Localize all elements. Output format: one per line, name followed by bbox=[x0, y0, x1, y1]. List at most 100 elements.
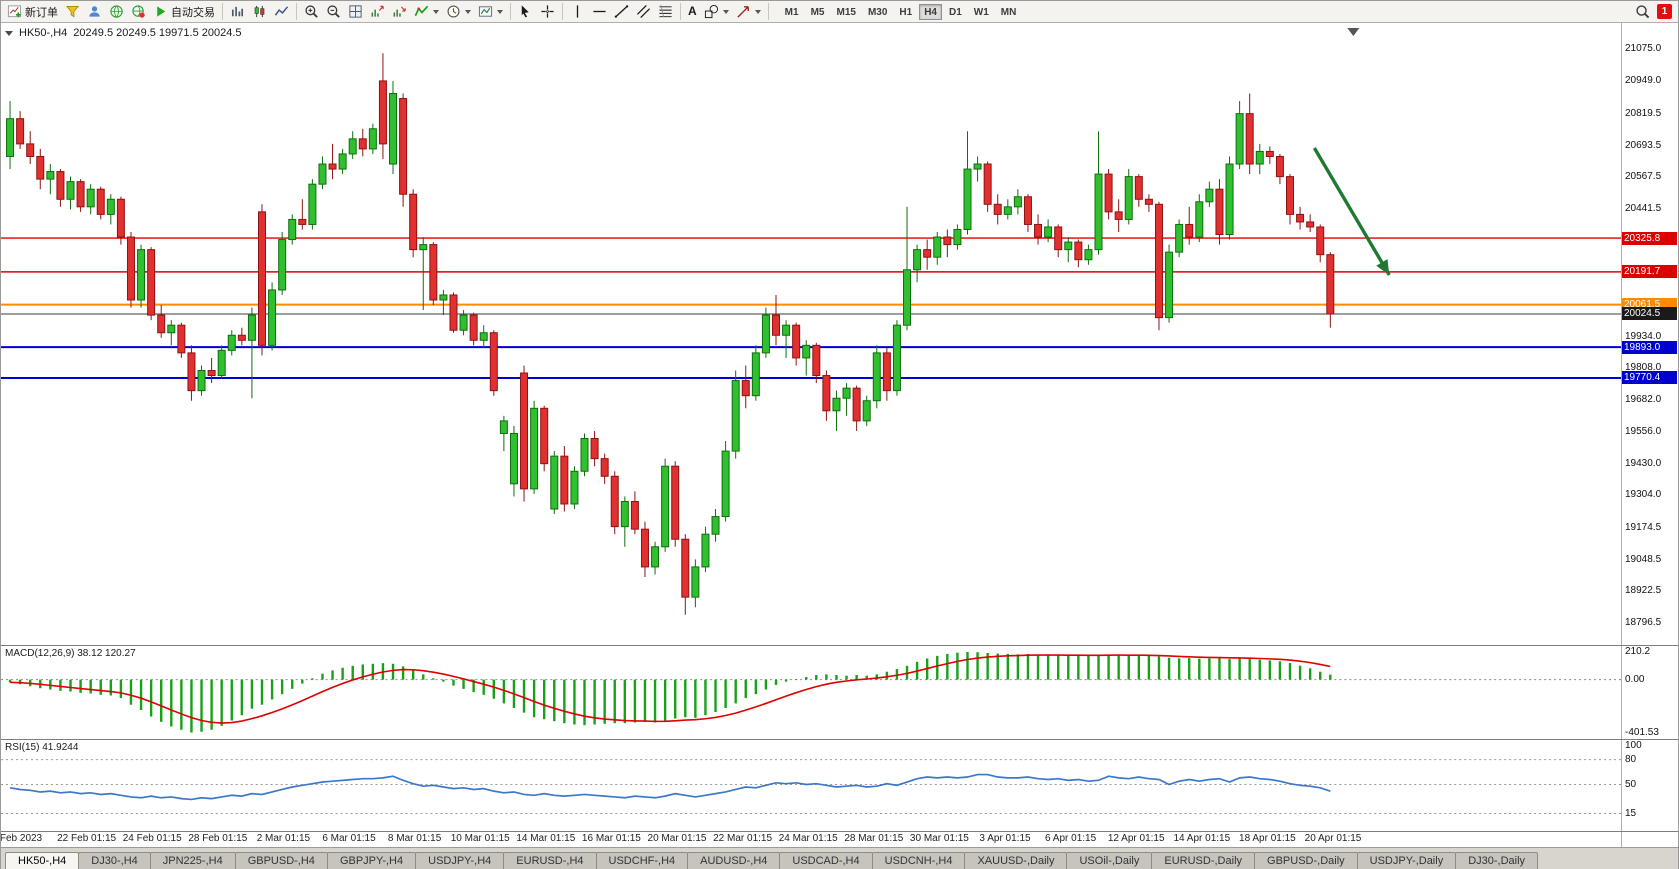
chart-tab-hk50h4[interactable]: HK50-,H4 bbox=[5, 852, 80, 869]
chart-tab-gbpusddaily[interactable]: GBPUSD-,Daily bbox=[1254, 852, 1358, 869]
rsi-axis-label: 80 bbox=[1625, 753, 1637, 765]
chart-tab-eurusddaily[interactable]: EURUSD-,Daily bbox=[1151, 852, 1256, 869]
shapes-tool-button[interactable] bbox=[701, 3, 732, 20]
funnel-button[interactable] bbox=[62, 3, 83, 20]
funnel-icon bbox=[66, 5, 79, 18]
axis-corner bbox=[1621, 832, 1678, 847]
rsi-axis-label: 50 bbox=[1625, 778, 1637, 790]
chart-tab-usdcadh4[interactable]: USDCAD-,H4 bbox=[779, 852, 873, 869]
dropdown-caret-icon[interactable] bbox=[754, 9, 761, 14]
fibonacci-tool-button[interactable] bbox=[655, 3, 676, 20]
templates-button[interactable] bbox=[475, 3, 506, 20]
timeframe-button-mn[interactable]: MN bbox=[1000, 6, 1017, 18]
crosshair-tool-button[interactable] bbox=[537, 3, 558, 20]
timeframe-button-h1[interactable]: H1 bbox=[899, 6, 913, 18]
zoom-out-button[interactable] bbox=[323, 3, 344, 20]
tile-windows-button[interactable] bbox=[345, 3, 366, 20]
chart-tab-eurusdh4[interactable]: EURUSD-,H4 bbox=[503, 852, 597, 869]
price-axis-label: 19556.0 bbox=[1625, 425, 1662, 437]
timeframe-button-m1[interactable]: M1 bbox=[784, 6, 799, 18]
price-axis[interactable]: 21075.0 20949.0 20819.5 20693.5 20567.5 20441… bbox=[1621, 23, 1678, 645]
price-axis-label: 19174.5 bbox=[1625, 522, 1662, 534]
profit-chart-up-button[interactable] bbox=[367, 3, 388, 20]
time-axis-label: 12 Apr 01:15 bbox=[1107, 833, 1165, 844]
time-labels: Feb 2023 22 Feb 01:15 24 Feb 01:15 28 Feb 0… bbox=[1, 832, 1621, 847]
trendline-tool-button[interactable] bbox=[611, 3, 632, 20]
bar-chart-mode-button[interactable] bbox=[227, 3, 248, 20]
chart-tab-gbpjpyh4[interactable]: GBPJPY-,H4 bbox=[326, 852, 417, 869]
indicators-icon bbox=[414, 5, 429, 17]
chart-tab-usdjpydaily[interactable]: USDJPY-,Daily bbox=[1356, 852, 1457, 869]
candle-chart-mode-button[interactable] bbox=[249, 3, 270, 20]
notification-badge[interactable]: 1 bbox=[1657, 4, 1672, 19]
rsi-axis[interactable]: 100 80 50 15 bbox=[1621, 740, 1678, 831]
macd-axis-label: 210.2 bbox=[1625, 646, 1651, 657]
indicators-button[interactable] bbox=[411, 3, 442, 20]
horizontal-line-icon bbox=[593, 10, 606, 13]
auto-trading-button[interactable]: 自动交易 bbox=[150, 3, 218, 21]
dropdown-caret-icon[interactable] bbox=[465, 9, 471, 14]
price-axis-label: 19808.0 bbox=[1625, 362, 1662, 374]
dropdown-caret-icon[interactable] bbox=[433, 9, 439, 14]
profit-chart-down-button[interactable] bbox=[389, 3, 410, 20]
timeframe-button-w1[interactable]: W1 bbox=[973, 6, 989, 18]
time-axis[interactable]: Feb 2023 22 Feb 01:15 24 Feb 01:15 28 Feb 0… bbox=[1, 832, 1678, 848]
periods-button[interactable] bbox=[443, 3, 474, 20]
chart-tab-usoildaily[interactable]: USOil-,Daily bbox=[1066, 852, 1153, 869]
dropdown-caret-icon[interactable] bbox=[497, 9, 503, 14]
market-button[interactable] bbox=[128, 3, 149, 20]
text-tool-button[interactable]: A bbox=[685, 3, 700, 20]
rsi-label: RSI(15) 41.9244 bbox=[5, 742, 79, 753]
chart-arrow-down-icon bbox=[393, 6, 406, 17]
time-axis-label: 6 Mar 01:15 bbox=[322, 833, 376, 844]
arrow-tool-icon bbox=[737, 6, 749, 18]
rsi-plot[interactable]: RSI(15) 41.9244 bbox=[1, 740, 1621, 831]
zoom-in-button[interactable] bbox=[301, 3, 322, 20]
time-axis-label: 20 Mar 01:15 bbox=[647, 833, 707, 844]
channel-tool-button[interactable] bbox=[633, 3, 654, 20]
rsi-axis-label: 15 bbox=[1625, 807, 1637, 819]
search-button[interactable] bbox=[1632, 3, 1653, 20]
time-axis-label: 16 Mar 01:15 bbox=[581, 833, 641, 844]
chart-tab-dj30daily[interactable]: DJ30-,Daily bbox=[1455, 852, 1539, 869]
price-axis-label: 20693.5 bbox=[1625, 139, 1662, 151]
chart-tab-usdchfh4[interactable]: USDCHF-,H4 bbox=[595, 852, 689, 869]
timeframe-button-m30[interactable]: M30 bbox=[867, 6, 888, 18]
new-order-button[interactable]: 新订单 bbox=[4, 3, 61, 21]
time-axis-label: 14 Apr 01:15 bbox=[1173, 833, 1231, 844]
community-button[interactable] bbox=[106, 3, 127, 20]
chart-tab-xauusddaily[interactable]: XAUUSD-,Daily bbox=[964, 852, 1068, 869]
timeframe-button-m5[interactable]: M5 bbox=[810, 6, 825, 18]
shapes-icon bbox=[704, 4, 718, 19]
timeframe-button-m15[interactable]: M15 bbox=[836, 6, 856, 18]
time-axis-label: 20 Apr 01:15 bbox=[1304, 833, 1362, 844]
chart-tab-audusdh4[interactable]: AUDUSD-,H4 bbox=[687, 852, 781, 869]
chart-tab-dj30h4[interactable]: DJ30-,H4 bbox=[78, 852, 151, 869]
toolbar-separator bbox=[767, 3, 769, 20]
globe-icon bbox=[110, 5, 123, 18]
timeframe-button-d1[interactable]: D1 bbox=[948, 6, 962, 18]
price-plot[interactable]: HK50-,H4 20249.5 20249.5 19971.5 20024.5 bbox=[1, 23, 1621, 645]
play-icon bbox=[157, 6, 166, 17]
candlestick-icon bbox=[254, 5, 265, 18]
line-chart-mode-button[interactable] bbox=[271, 3, 292, 20]
quote-panel-toggle-icon[interactable] bbox=[5, 30, 13, 36]
zoom-out-icon bbox=[327, 5, 340, 18]
vertical-line-tool-button[interactable] bbox=[567, 3, 588, 20]
chart-tab-usdjpyh4[interactable]: USDJPY-,H4 bbox=[415, 852, 505, 869]
chart-tab-gbpusdh4[interactable]: GBPUSD-,H4 bbox=[234, 852, 328, 869]
time-axis-label: 28 Feb 01:15 bbox=[188, 833, 248, 844]
time-axis-label: 8 Mar 01:15 bbox=[387, 833, 442, 844]
timeframe-button-h4[interactable]: H4 bbox=[919, 3, 942, 20]
accounts-button[interactable] bbox=[84, 3, 105, 20]
chart-tab-usdcnhh4[interactable]: USDCNH-,H4 bbox=[871, 852, 966, 869]
macd-plot[interactable]: MACD(12,26,9) 38.12 120.27 bbox=[1, 646, 1621, 739]
arrows-tool-button[interactable] bbox=[733, 3, 764, 20]
macd-label: MACD(12,26,9) 38.12 120.27 bbox=[5, 648, 136, 659]
chart-tab-jpn225h4[interactable]: JPN225-,H4 bbox=[149, 852, 236, 869]
horizontal-line-tool-button[interactable] bbox=[589, 3, 610, 20]
cursor-tool-button[interactable] bbox=[515, 3, 536, 20]
dropdown-caret-icon[interactable] bbox=[722, 9, 729, 14]
macd-axis[interactable]: 210.2 0.00 -401.53 bbox=[1621, 646, 1678, 739]
time-axis-label: 10 Mar 01:15 bbox=[450, 833, 510, 844]
